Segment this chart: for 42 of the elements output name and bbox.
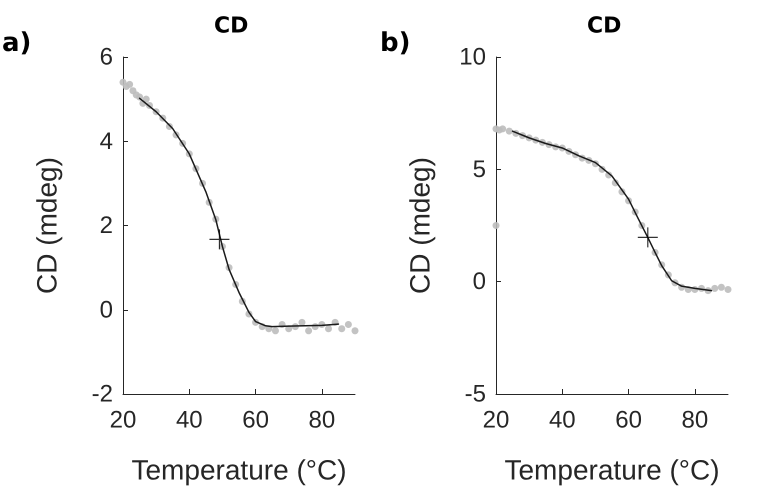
y-axis-title: CD (mdeg): [404, 157, 436, 294]
x-tick-label: 80: [308, 406, 336, 434]
point: [298, 318, 306, 326]
point: [352, 327, 358, 334]
point: [338, 325, 346, 332]
x-tick-label: 40: [548, 406, 576, 434]
point: [142, 96, 150, 103]
point: [499, 125, 506, 132]
point: [492, 222, 500, 229]
x-tick-label: 60: [615, 406, 642, 434]
point: [711, 284, 718, 292]
y-tick-label: 0: [472, 268, 486, 296]
x-axis-title: Temperature (°C): [131, 454, 347, 486]
x-axis-title: Temperature (°C): [504, 454, 720, 486]
y-tick-label: 4: [100, 128, 113, 155]
point: [272, 327, 279, 334]
y-tick-label: 6: [100, 44, 113, 70]
point: [324, 325, 332, 332]
x-tick-label: 20: [482, 406, 510, 434]
x-tick-label: 20: [110, 406, 136, 434]
chart-title: CD: [587, 14, 622, 38]
point: [506, 128, 513, 135]
chart-title: CD: [214, 14, 248, 38]
x-tick-label: 40: [176, 406, 203, 434]
y-tick-label: -2: [92, 380, 113, 408]
point: [344, 320, 352, 328]
y-tick-label: 10: [459, 44, 486, 70]
y-tick-label: 0: [100, 296, 113, 324]
x-tick-label: 80: [682, 406, 708, 434]
point: [718, 284, 725, 291]
y-axis-title: CD (mdeg): [32, 157, 62, 294]
y-tick-label: 5: [472, 156, 486, 183]
point: [724, 286, 732, 294]
point: [126, 80, 134, 88]
point: [637, 226, 658, 248]
text: b): [380, 28, 410, 58]
y-tick-label: -5: [464, 380, 486, 408]
x-tick-label: 60: [242, 406, 269, 434]
text: a): [2, 28, 32, 58]
point: [208, 228, 230, 250]
y-tick-label: 2: [100, 212, 113, 239]
point: [305, 327, 312, 334]
